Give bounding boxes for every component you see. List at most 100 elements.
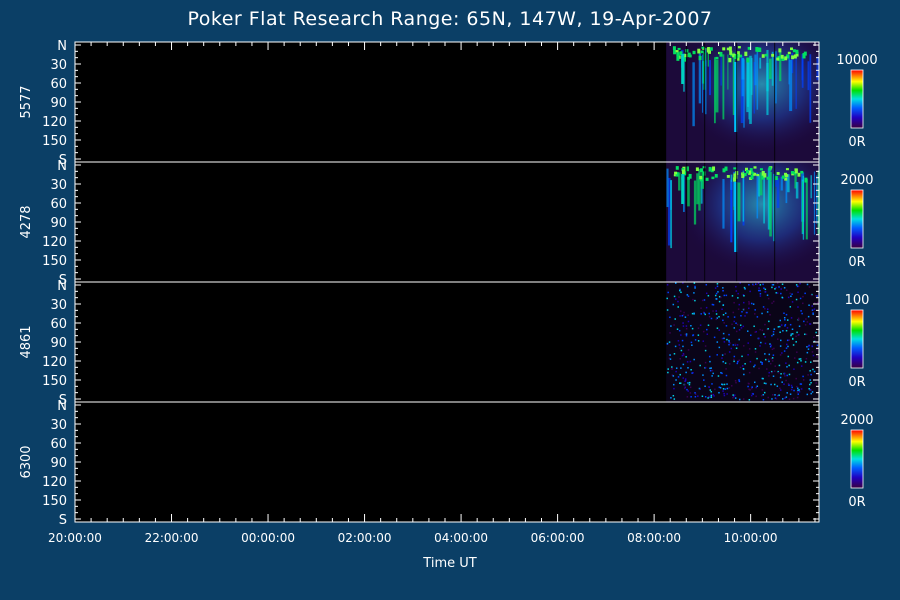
aurora-streak [727,54,729,90]
noise-point [708,386,711,388]
noise-point [735,381,737,384]
noise-point [758,287,760,289]
aurora-arc [722,168,726,173]
noise-point [791,293,793,295]
panel-label: 4861 [19,325,34,358]
gap-line [774,162,776,282]
x-tick-label: 00:00:00 [241,531,295,545]
noise-point [762,399,765,401]
noise-point [781,283,784,286]
noise-point [687,320,690,323]
noise-point [687,295,690,298]
noise-point [773,370,776,372]
aurora-arc [785,174,789,177]
noise-point [773,347,775,350]
aurora-streak [715,59,719,113]
aurora-arc [733,173,737,178]
noise-point [764,336,766,338]
aurora-streak [692,62,695,127]
noise-point [721,383,724,386]
noise-point [685,356,687,358]
noise-point [712,310,714,312]
noise-point [797,291,799,294]
noise-point [811,391,814,393]
aurora-streak [786,174,790,193]
aurora-streak [757,175,761,197]
noise-point [704,345,707,347]
noise-point [787,382,790,385]
noise-point [739,324,742,326]
noise-point [681,339,684,342]
noise-point [671,366,673,368]
y-tick-label: 30 [50,58,67,73]
aurora-arc [737,46,741,49]
aurora-arc [784,177,788,181]
noise-point [697,327,700,330]
noise-point [691,344,693,346]
noise-point [733,320,735,323]
noise-point [692,372,694,374]
noise-point [702,330,705,333]
noise-point [788,364,790,367]
noise-point [672,303,675,306]
noise-point [737,308,740,310]
noise-point [667,368,669,370]
aurora-arc [761,54,765,58]
noise-point [763,382,766,384]
noise-point [787,355,790,358]
aurora-arc [794,168,798,174]
noise-point [752,283,754,286]
aurora-arc [673,49,677,55]
noise-point [790,333,793,335]
y-tick-label: 60 [50,437,67,452]
noise-point [682,345,684,348]
aurora-streak [795,182,799,199]
noise-point [779,389,782,391]
color-bar-min: 0R [848,495,865,510]
noise-point [715,310,717,312]
noise-point [704,396,707,398]
aurora-arc [790,47,794,51]
noise-point [709,367,711,370]
aurora-streak [670,179,673,249]
noise-point [788,373,791,376]
noise-point [785,347,788,349]
noise-point [733,395,735,398]
noise-point [678,329,681,332]
noise-point [679,289,681,292]
noise-point [719,386,722,389]
noise-point [759,284,762,286]
noise-point [716,285,719,288]
aurora-arc [705,177,709,181]
noise-point [721,337,724,340]
noise-point [775,398,778,400]
noise-point [781,352,783,354]
noise-point [809,383,811,386]
noise-point [732,396,734,399]
noise-point [701,395,704,398]
noise-point [677,340,680,342]
y-tick-label: 120 [42,475,67,490]
noise-point [795,298,798,301]
noise-point [766,368,768,370]
noise-point [797,387,799,390]
noise-point [760,394,763,397]
noise-point [738,338,740,341]
noise-point [754,348,757,350]
noise-point [786,327,789,329]
aurora-arc [761,174,765,180]
noise-point [675,367,678,369]
aurora-arc [724,166,728,171]
noise-point [807,348,810,350]
noise-point [736,362,739,365]
noise-point [742,294,745,296]
aurora-arc [675,166,679,170]
noise-point [777,370,779,373]
noise-point [784,375,786,377]
noise-point [725,374,728,377]
noise-point [780,288,782,290]
noise-point [685,371,687,374]
aurora-arc [684,53,688,58]
noise-point [778,364,781,367]
aurora-streak [759,57,762,69]
